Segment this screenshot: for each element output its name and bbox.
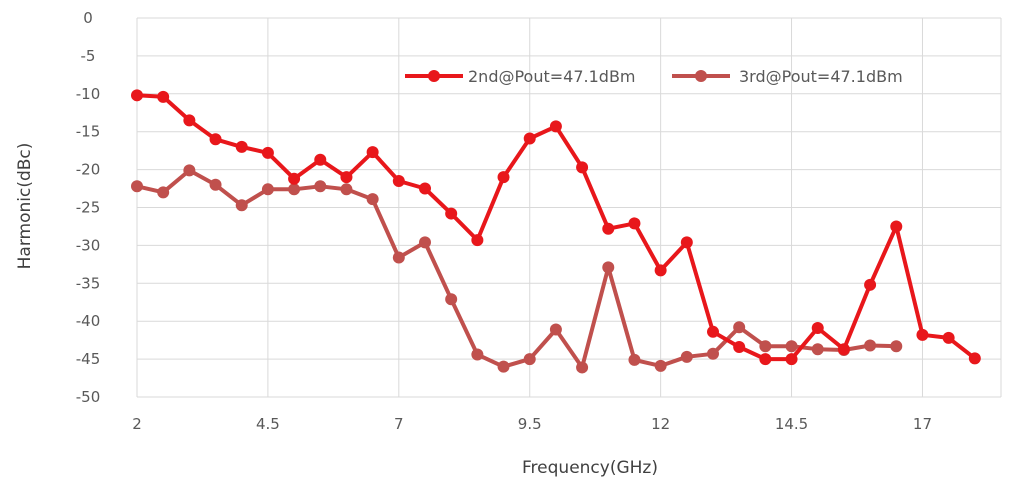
y-tick-label: -45 (76, 350, 101, 368)
data-point (445, 293, 458, 306)
y-tick-label: -35 (76, 274, 101, 292)
data-point (366, 193, 379, 206)
data-point (733, 340, 746, 353)
y-tick-label: -40 (76, 312, 101, 330)
data-point (785, 353, 798, 366)
data-point (602, 261, 615, 274)
series-layer (131, 89, 981, 374)
legend-item: 3rd@Pout=47.1dBm (672, 67, 903, 86)
data-point (131, 89, 143, 102)
data-point (471, 348, 484, 361)
y-tick-label: -10 (76, 85, 101, 103)
data-point (680, 236, 693, 249)
y-tick-label: -5 (81, 47, 96, 65)
data-point (628, 353, 641, 366)
data-point (209, 133, 222, 146)
data-point (811, 343, 824, 356)
data-point (340, 183, 353, 196)
data-point (968, 352, 981, 365)
series-1 (131, 89, 981, 366)
data-point (497, 360, 510, 373)
data-point (654, 264, 667, 277)
y-tick-label: -20 (76, 161, 101, 179)
data-point (707, 325, 719, 338)
data-point (261, 183, 274, 196)
y-tick-label: -15 (76, 123, 101, 141)
data-point (392, 174, 405, 187)
legend-swatch-marker (428, 70, 440, 82)
data-point (916, 328, 929, 341)
data-point (759, 353, 772, 366)
data-point (549, 323, 562, 336)
data-point (549, 120, 562, 133)
x-tick-label: 17 (913, 415, 932, 433)
x-tick-label: 14.5 (775, 415, 808, 433)
data-point (576, 161, 589, 174)
data-point (314, 153, 327, 166)
x-tick-labels: 2 4.5 7 9.5 12 14.5 17 (132, 415, 932, 433)
legend: 2nd@Pout=47.1dBm 3rd@Pout=47.1dBm (405, 67, 903, 86)
y-tick-labels: 0 -5 -10 -15 -20 -25 -30 -35 -40 -45 -50 (76, 9, 101, 406)
data-point (445, 207, 458, 220)
data-point (602, 222, 615, 235)
data-point (419, 236, 431, 249)
data-point (523, 132, 536, 145)
data-point (288, 172, 301, 185)
x-tick-label: 12 (651, 415, 670, 433)
data-point (261, 146, 274, 159)
legend-item: 2nd@Pout=47.1dBm (405, 67, 636, 86)
y-tick-label: -50 (76, 388, 101, 406)
grid-lines (136, 17, 1002, 398)
y-axis-title: Harmonic(dBc) (15, 143, 35, 270)
data-point (314, 180, 327, 193)
x-tick-label: 7 (394, 415, 404, 433)
data-point (235, 199, 248, 212)
data-point (497, 171, 510, 184)
series-2 (131, 164, 903, 374)
data-point (392, 251, 405, 264)
legend-label: 3rd@Pout=47.1dBm (739, 67, 903, 86)
data-point (890, 340, 903, 353)
data-point (419, 182, 431, 195)
data-point (628, 217, 641, 230)
data-point (864, 278, 877, 291)
data-point (654, 359, 667, 372)
y-tick-label: -30 (76, 236, 101, 254)
data-point (235, 140, 248, 153)
data-point (288, 183, 301, 196)
series-line (136, 168, 897, 370)
data-point (523, 353, 536, 366)
data-point (183, 114, 196, 127)
data-point (340, 171, 353, 184)
x-tick-label: 4.5 (256, 415, 280, 433)
data-point (680, 350, 693, 363)
data-point (733, 321, 746, 334)
legend-swatch-marker (695, 70, 707, 82)
y-tick-label: 0 (83, 9, 93, 27)
data-point (707, 347, 719, 360)
data-point (157, 186, 170, 199)
legend-label: 2nd@Pout=47.1dBm (468, 67, 636, 86)
x-tick-label: 9.5 (518, 415, 542, 433)
data-point (131, 180, 143, 193)
y-tick-label: -25 (76, 199, 101, 217)
data-point (837, 343, 850, 356)
data-point (942, 331, 955, 344)
data-point (785, 340, 798, 353)
data-point (209, 178, 222, 191)
data-point (183, 164, 196, 177)
data-point (576, 361, 589, 374)
data-point (890, 220, 903, 233)
data-point (811, 322, 824, 335)
x-axis-title: Frequency(GHz) (522, 458, 658, 478)
data-point (864, 339, 877, 352)
data-point (759, 340, 772, 353)
data-point (471, 234, 484, 247)
x-tick-label: 2 (132, 415, 142, 433)
data-point (366, 146, 379, 159)
series-line (136, 93, 977, 362)
data-point (157, 90, 170, 103)
